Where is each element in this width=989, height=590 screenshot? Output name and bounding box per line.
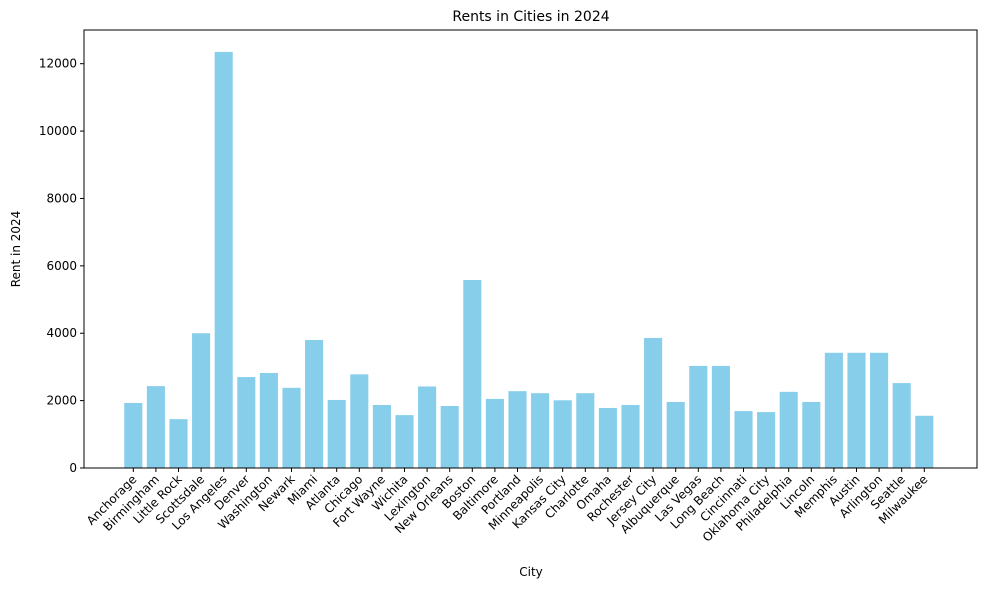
bar (418, 386, 437, 468)
bar (169, 419, 188, 468)
bar (124, 402, 143, 468)
bar (824, 352, 843, 468)
bar (214, 51, 233, 469)
bar (531, 393, 550, 468)
bar (282, 387, 301, 468)
bar (847, 352, 866, 468)
bar (870, 352, 889, 468)
bar (689, 365, 708, 468)
bar (915, 415, 934, 468)
y-tick-label: 2000 (46, 394, 77, 408)
y-axis-label: Rent in 2024 (9, 211, 23, 288)
bar (463, 279, 482, 468)
bar (666, 401, 685, 468)
bar (892, 383, 911, 468)
bar (576, 393, 595, 468)
bar (485, 398, 504, 468)
bar (598, 408, 617, 468)
x-axis-label: City (519, 565, 543, 579)
y-tick-label: 4000 (46, 326, 77, 340)
bars-group (124, 51, 934, 469)
y-tick-label: 12000 (39, 57, 77, 71)
bar (711, 365, 730, 468)
bar (350, 374, 369, 468)
bar (305, 339, 324, 468)
bar (621, 404, 640, 468)
bar (327, 399, 346, 468)
bar (440, 406, 459, 468)
bar (734, 411, 753, 468)
bar (192, 333, 211, 468)
bar (508, 391, 527, 468)
bar (802, 401, 821, 468)
bar (553, 400, 572, 468)
bar (757, 412, 776, 468)
plot-frame (83, 29, 978, 469)
bar (146, 386, 165, 468)
chart-title: Rents in Cities in 2024 (452, 9, 609, 25)
y-tick-label: 0 (69, 461, 77, 475)
bar (237, 377, 256, 468)
bar (779, 391, 798, 468)
bar (259, 372, 278, 468)
bar (372, 404, 391, 468)
bar (395, 415, 414, 468)
bar (644, 337, 663, 468)
y-tick-label: 6000 (46, 259, 77, 273)
y-tick-label: 8000 (46, 191, 77, 205)
y-tick-label: 10000 (39, 124, 77, 138)
y-axis: 0 2000 4000 6000 8000 10000 12000 (39, 57, 84, 475)
